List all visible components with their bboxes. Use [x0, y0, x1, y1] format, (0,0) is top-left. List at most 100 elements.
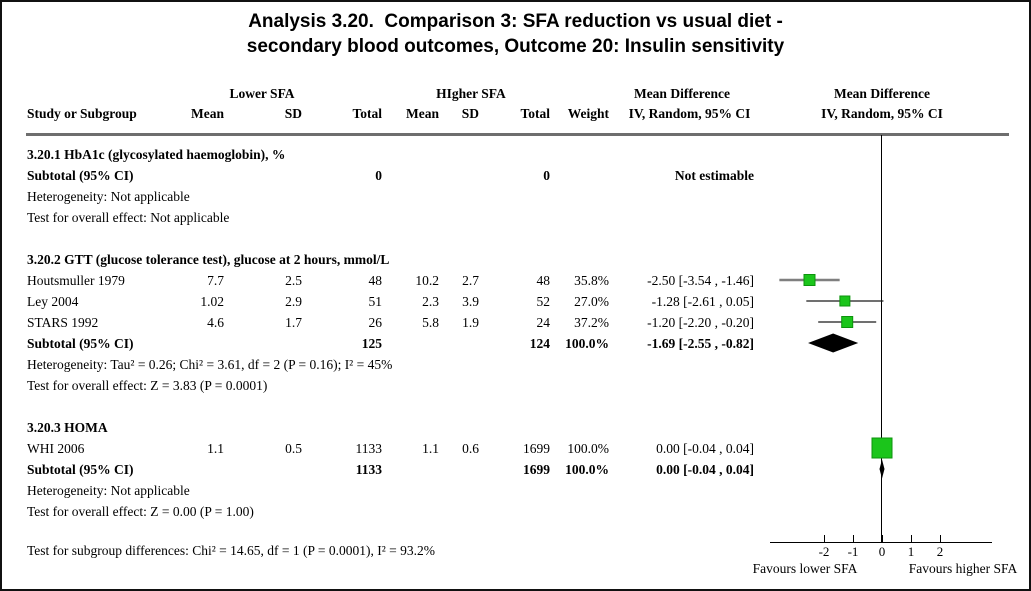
section-heading: 3.20.2 GTT (glucose tolerance test), glu… — [27, 251, 390, 267]
analysis-title-line2: secondary blood outcomes, Outcome 20: In… — [246, 36, 785, 57]
axis-tick-plus2 — [940, 535, 942, 543]
header-divider-rule — [26, 133, 1009, 136]
header-group-higher-sfa: HIgher SFA — [436, 86, 506, 101]
favours-left-label: Favours lower SFA — [752, 561, 858, 576]
cell-mean-lower: 1.1 — [207, 440, 224, 456]
cell-total-lower: 51 — [368, 293, 383, 309]
header-group-lower-sfa: Lower SFA — [229, 86, 295, 101]
cell-mean-higher: 1.1 — [422, 440, 439, 456]
header-mean-lower: Mean — [191, 106, 224, 121]
footnote: Heterogeneity: Not applicable — [27, 188, 190, 204]
header-iv-random-plot: IV, Random, 95% CI — [821, 106, 943, 121]
cell-weight: 35.8% — [574, 272, 609, 288]
cell-study: STARS 1992 — [27, 314, 99, 330]
cell-study: Ley 2004 — [27, 293, 79, 309]
cell-mean-lower: 7.7 — [207, 272, 224, 288]
cell-study: Houtsmuller 1979 — [27, 272, 125, 288]
cell-mean-lower: 4.6 — [207, 314, 224, 330]
header-iv-random-stats: IV, Random, 95% CI — [628, 106, 751, 121]
cell-sd-higher: 0.6 — [462, 440, 479, 456]
cell-total-higher: 1699 — [523, 440, 550, 456]
cell-study: Subtotal (95% CI) — [27, 335, 134, 351]
cell-ci-text: -1.69 [-2.55 , -0.82] — [647, 335, 754, 351]
cell-mean-higher: 10.2 — [415, 272, 439, 288]
study-row: Houtsmuller 1979 7.7 2.5 48 10.2 2.7 48 35.8% -2… — [2, 270, 1029, 291]
axis-tick-plus1 — [911, 535, 913, 543]
footnote: Test for overall effect: Z = 0.00 (P = 1… — [27, 503, 254, 519]
cell-weight: 27.0% — [574, 293, 609, 309]
footnote: Test for overall effect: Not applicable — [27, 209, 230, 225]
cell-total-lower: 1133 — [355, 440, 383, 456]
axis-tick-label: -2 — [818, 544, 830, 559]
cell-total-lower: 0 — [375, 167, 382, 183]
cell-sd-higher: 3.9 — [462, 293, 479, 309]
axis-tick-minus2 — [824, 535, 826, 543]
cell-total-higher: 124 — [529, 335, 550, 351]
header-weight: Weight — [567, 106, 609, 121]
cell-total-lower: 48 — [368, 272, 383, 288]
section-heading: 3.20.1 HbA1c (glycosylated haemoglobin),… — [27, 146, 286, 162]
cell-total-higher: 24 — [536, 314, 551, 330]
cell-weight: 100.0% — [565, 461, 609, 477]
study-row: WHI 2006 1.1 0.5 1133 1.1 0.6 1699 100.0% 0.00 [… — [2, 438, 1029, 459]
cell-total-lower: 26 — [368, 314, 383, 330]
cell-total-lower: 1133 — [355, 461, 382, 477]
cell-total-higher: 52 — [536, 293, 551, 309]
axis-tick-zero — [882, 535, 884, 543]
header-study-or-subgroup: Study or Subgroup — [27, 106, 137, 121]
cell-mean-higher: 2.3 — [422, 293, 439, 309]
header-mean-difference-plot: Mean Difference — [833, 86, 931, 101]
cell-study: WHI 2006 — [27, 440, 85, 456]
section-heading: 3.20.3 HOMA — [27, 419, 108, 435]
study-row: STARS 1992 4.6 1.7 26 5.8 1.9 24 37.2% -1.20 [-2… — [2, 312, 1029, 333]
cell-sd-higher: 2.7 — [462, 272, 479, 288]
axis-tick-label: 2 — [936, 544, 944, 559]
x-axis-line — [770, 542, 992, 544]
axis-tick-label: -1 — [847, 544, 859, 559]
cell-ci-text: -1.28 [-2.61 , 0.05] — [651, 293, 754, 309]
zero-effect-line — [881, 135, 883, 543]
header-mean-difference-stats: Mean Difference — [633, 86, 731, 101]
cell-total-higher: 48 — [536, 272, 551, 288]
cell-ci-text: Not estimable — [674, 167, 754, 183]
cell-mean-higher: 5.8 — [422, 314, 439, 330]
favours-right-label: Favours higher SFA — [908, 561, 1018, 576]
analysis-title-line1: Analysis 3.20. Comparison 3: SFA reducti… — [248, 11, 783, 32]
header-sd-lower: SD — [284, 106, 302, 121]
header-sd-higher: SD — [461, 106, 479, 121]
cell-weight: 100.0% — [565, 335, 609, 351]
cell-study: Subtotal (95% CI) — [27, 461, 134, 477]
subgroup-differences-test: Test for subgroup differences: Chi² = 14… — [27, 543, 436, 558]
cell-ci-text: -1.20 [-2.20 , -0.20] — [647, 314, 754, 330]
header-total-lower: Total — [352, 106, 382, 121]
axis-tick-minus1 — [853, 535, 855, 543]
cell-sd-lower: 0.5 — [285, 440, 302, 456]
cell-ci-text: -2.50 [-3.54 , -1.46] — [647, 272, 754, 288]
study-row: Ley 2004 1.02 2.9 51 2.3 3.9 52 27.0% -1.28 [-2.… — [2, 291, 1029, 312]
footnote: Heterogeneity: Tau² = 0.26; Chi² = 3.61,… — [27, 356, 393, 372]
cell-mean-lower: 1.02 — [200, 293, 224, 309]
subtotal-row: Subtotal (95% CI) 125 124 100.0% -1.69 [-2.5… — [2, 333, 1029, 354]
axis-tick-label: 1 — [907, 544, 915, 559]
cell-sd-higher: 1.9 — [462, 314, 479, 330]
footnote: Heterogeneity: Not applicable — [27, 482, 190, 498]
cell-sd-lower: 2.9 — [285, 293, 302, 309]
analysis-title: Analysis 3.20. Comparison 3: SFA reducti… — [2, 9, 1029, 59]
cell-ci-text: 0.00 [-0.04 , 0.04] — [656, 440, 754, 456]
cell-ci-text: 0.00 [-0.04 , 0.04] — [656, 461, 754, 477]
cell-total-higher: 1699 — [523, 461, 550, 477]
cell-sd-lower: 2.5 — [285, 272, 302, 288]
cell-study: Subtotal (95% CI) — [27, 167, 134, 183]
subtotal-row: Subtotal (95% CI) 0 0 Not estimable — [2, 165, 1029, 186]
cell-sd-lower: 1.7 — [285, 314, 302, 330]
header-total-higher: Total — [520, 106, 550, 121]
cell-weight: 100.0% — [567, 440, 609, 456]
axis-tick-label: 0 — [878, 544, 886, 559]
subtotal-row: Subtotal (95% CI) 1133 1699 100.0% 0.00 [-0.… — [2, 459, 1029, 480]
header-mean-higher: Mean — [406, 106, 439, 121]
footnote: Test for overall effect: Z = 3.83 (P = 0… — [27, 377, 268, 393]
cell-total-lower: 125 — [361, 335, 382, 351]
cell-total-higher: 0 — [543, 167, 550, 183]
cell-weight: 37.2% — [574, 314, 609, 330]
